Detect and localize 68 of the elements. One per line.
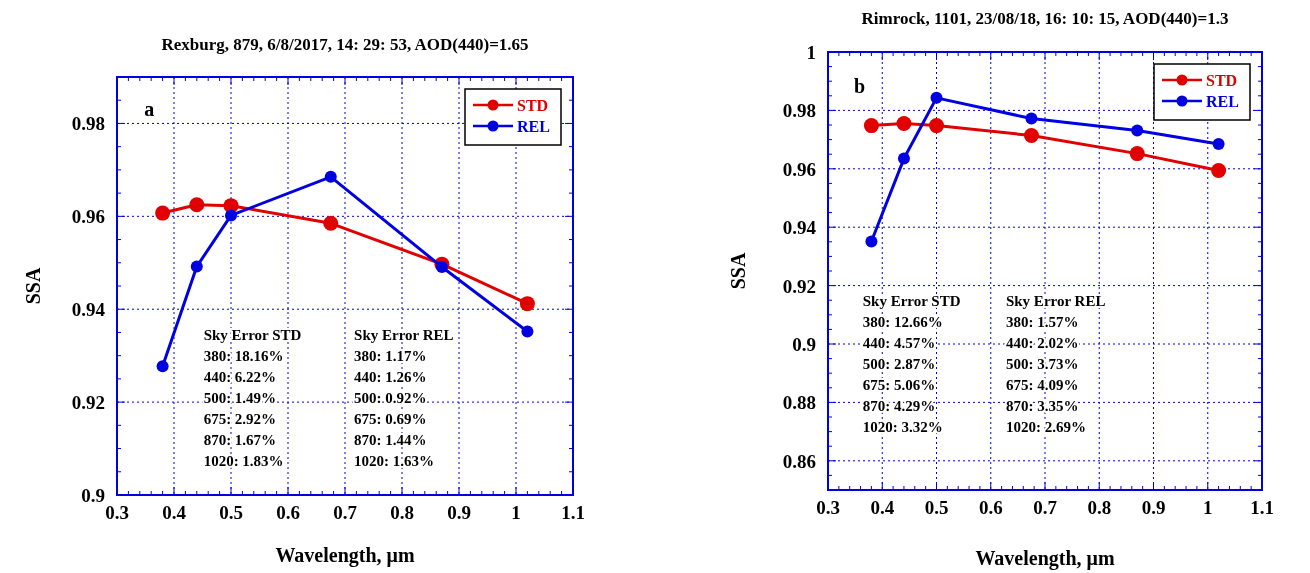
x-tick-label: 0.9 [1141, 497, 1166, 518]
legend-label: REL [1206, 93, 1239, 110]
point [521, 325, 534, 338]
point [1212, 137, 1225, 150]
point [1025, 112, 1038, 125]
y-tick-label: 0.94 [782, 217, 817, 239]
point [435, 260, 448, 273]
point [225, 209, 237, 222]
x-tick-label: 0.3 [816, 497, 840, 518]
x-tick-label: 0.6 [276, 502, 300, 523]
y-tick-label: 0.86 [782, 450, 816, 472]
x-axis-title: Wavelength, μm [275, 544, 415, 567]
y-axis-title: SSA [727, 252, 749, 290]
x-tick-label: 0.7 [1033, 497, 1058, 518]
point [863, 118, 879, 134]
y-tick-label: 0.98 [71, 113, 105, 135]
x-tick-label: 0.8 [390, 502, 414, 523]
point [1211, 163, 1227, 179]
x-tick-label: 0.5 [924, 497, 949, 518]
y-tick-label: 0.9 [792, 334, 816, 355]
x-tick-label: 0.4 [870, 497, 895, 518]
y-tick-label: 0.98 [782, 100, 816, 122]
point [1023, 128, 1039, 144]
y-axis-title: SSA [22, 267, 44, 305]
y-tick-label: 0.88 [782, 392, 816, 414]
y-tick-label: 1 [806, 42, 816, 63]
annotation: Sky Error REL 380: 1.17% 440: 1.26% 500: 0.92% 675: 0.69% 870: 1.44% 1020: 1.63% [354, 327, 454, 470]
point [324, 170, 337, 183]
annotation: Sky Error STD 380: 18.16% 440: 6.22% 500: 1.49% 675: 2.92% 870: 1.67% 1020: 1.83% [203, 327, 302, 470]
x-tick-label: 0.5 [219, 502, 243, 523]
point [1131, 124, 1144, 137]
legend-label: REL [517, 118, 550, 135]
point [519, 296, 535, 312]
chart-title: Rexburg, 879, 6/8/2017, 14: 29: 53, AOD(440)=1.65 [161, 35, 529, 54]
y-tick-label: 0.96 [782, 158, 816, 180]
point [189, 197, 205, 213]
point [156, 360, 169, 373]
x-tick-label: 0.8 [1087, 497, 1112, 518]
point [929, 118, 944, 134]
point [155, 205, 171, 221]
legend-label: STD [1206, 72, 1238, 89]
point [323, 215, 339, 231]
point [930, 91, 943, 104]
y-tick-label: 0.96 [71, 206, 105, 228]
x-tick-label: 0.7 [333, 502, 358, 523]
chart-title: Rimrock, 1101, 23/08/18, 16: 10: 15, AOD(440)=1.3 [861, 9, 1229, 28]
y-tick-label: 0.94 [71, 299, 106, 321]
x-tick-label: 0.6 [978, 497, 1003, 518]
point [1129, 146, 1145, 162]
annotation: Sky Error REL 380: 1.57% 440: 2.02% 500: 3.73% 675: 4.09% 870: 3.35% 1020: 2.69% [1005, 293, 1106, 436]
x-tick-label: 0.4 [162, 502, 187, 523]
point [897, 152, 910, 165]
x-tick-label: 1.1 [561, 502, 585, 523]
x-tick-label: 0.9 [447, 502, 471, 523]
y-tick-label: 0.92 [71, 392, 105, 414]
annotation: Sky Error STD 380: 12.66% 440: 4.57% 500: 2.87% 675: 5.06% 870: 4.29% 1020: 3.32% [862, 293, 961, 436]
point [190, 260, 203, 273]
x-tick-label: 1 [1203, 497, 1213, 518]
y-tick-label: 0.92 [782, 275, 816, 297]
x-tick-label: 0.3 [105, 502, 129, 523]
legend-label: STD [517, 97, 549, 114]
annotation: b [854, 74, 866, 97]
point [896, 116, 912, 132]
x-tick-label: 1.1 [1250, 497, 1274, 518]
annotation: a [144, 98, 155, 121]
point [865, 235, 878, 248]
x-axis-title: Wavelength, μm [975, 547, 1115, 570]
x-tick-label: 1 [511, 502, 521, 523]
